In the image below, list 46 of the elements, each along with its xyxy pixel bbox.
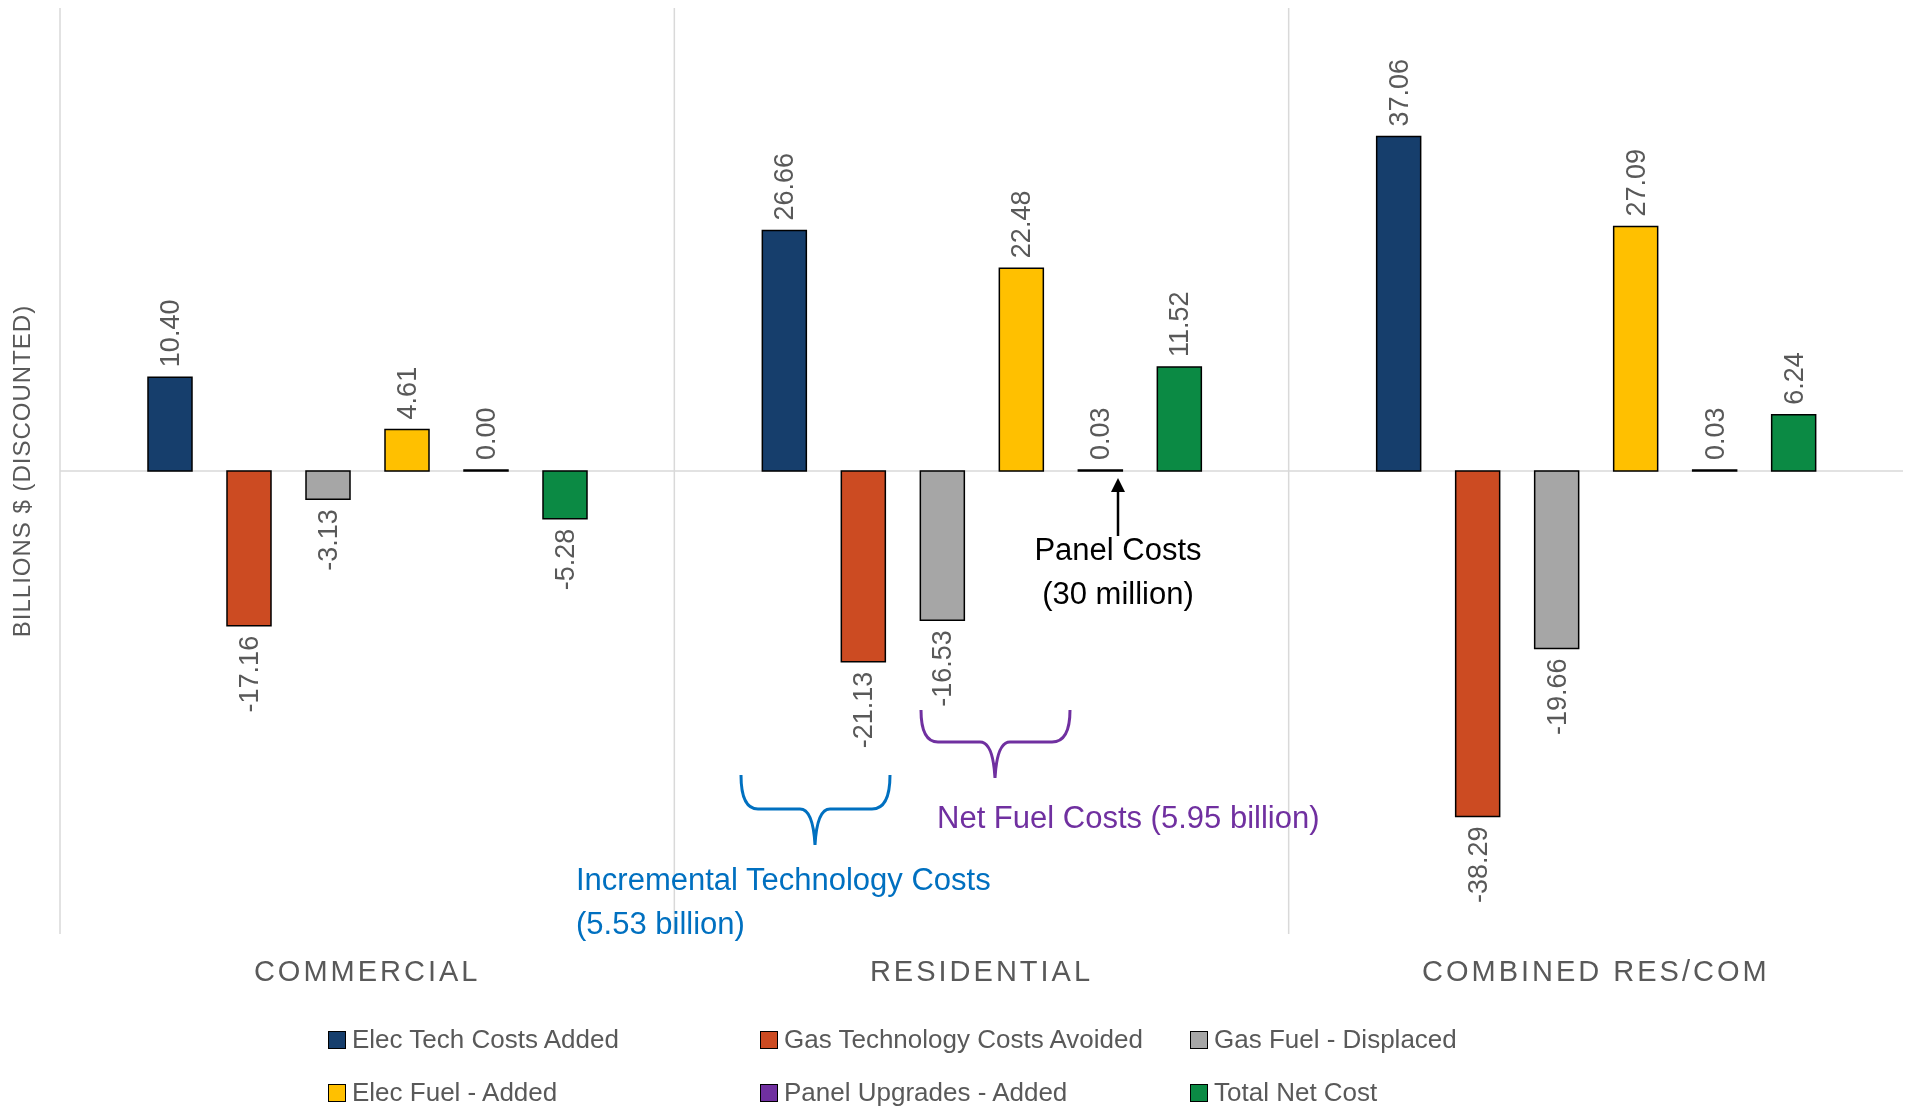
bar [305, 470, 351, 500]
data-label: -16.53 [927, 630, 958, 707]
legend-label: Elec Tech Costs Added [352, 1024, 619, 1055]
data-label: 0.00 [471, 407, 501, 460]
bar [542, 470, 588, 520]
data-label: 11.52 [1164, 291, 1195, 358]
y-axis-title: BILLIONS $ (DISCOUNTED) [7, 304, 35, 638]
bar [840, 470, 887, 663]
data-label: 37.06 [1383, 59, 1414, 127]
bar [919, 470, 966, 621]
legend-label: Panel Upgrades - Added [784, 1077, 1068, 1108]
x-tick-label: RESIDENTIAL [869, 954, 1094, 987]
data-label: 0.03 [1699, 407, 1730, 460]
data-label: -19.66 [1541, 658, 1572, 735]
x-tick-label: COMMERCIAL [253, 954, 481, 987]
data-label: 0.03 [1085, 407, 1116, 460]
annotation: Net Fuel Costs (5.95 billion) [937, 799, 1321, 837]
legend-label: Gas Fuel - Displaced [1214, 1024, 1457, 1055]
data-label: -3.13 [313, 509, 343, 571]
data-label: -21.13 [848, 671, 879, 749]
bar [1454, 470, 1501, 818]
bar [384, 428, 430, 472]
bar [1156, 366, 1203, 472]
text: Incremental Technology Costs (5.53 billion) [576, 861, 992, 943]
data-label: 27.09 [1620, 148, 1651, 217]
bar [1770, 413, 1817, 472]
bar [226, 470, 272, 627]
data-label: 4.61 [392, 366, 422, 420]
legend-label: Elec Fuel - Added [352, 1077, 558, 1108]
bar [998, 267, 1045, 472]
bar [147, 376, 193, 472]
data-label: -38.29 [1462, 826, 1493, 904]
bar [761, 229, 808, 472]
data-label: 6.24 [1778, 352, 1809, 405]
legend-label: Total Net Cost [1214, 1077, 1378, 1108]
legend-label: Gas Technology Costs Avoided [784, 1024, 1143, 1055]
bar [1533, 470, 1580, 650]
data-label: -5.28 [550, 528, 580, 591]
data-label: 10.40 [155, 299, 185, 368]
annotation: Panel Costs (30 million) [1033, 531, 1203, 613]
x-tick-label: COMBINED RES/COM [1421, 954, 1770, 987]
bar [1612, 225, 1659, 472]
bar [1375, 135, 1422, 472]
data-label: 22.48 [1006, 190, 1037, 259]
data-label: 26.66 [769, 152, 800, 221]
data-label: -17.16 [234, 635, 264, 713]
